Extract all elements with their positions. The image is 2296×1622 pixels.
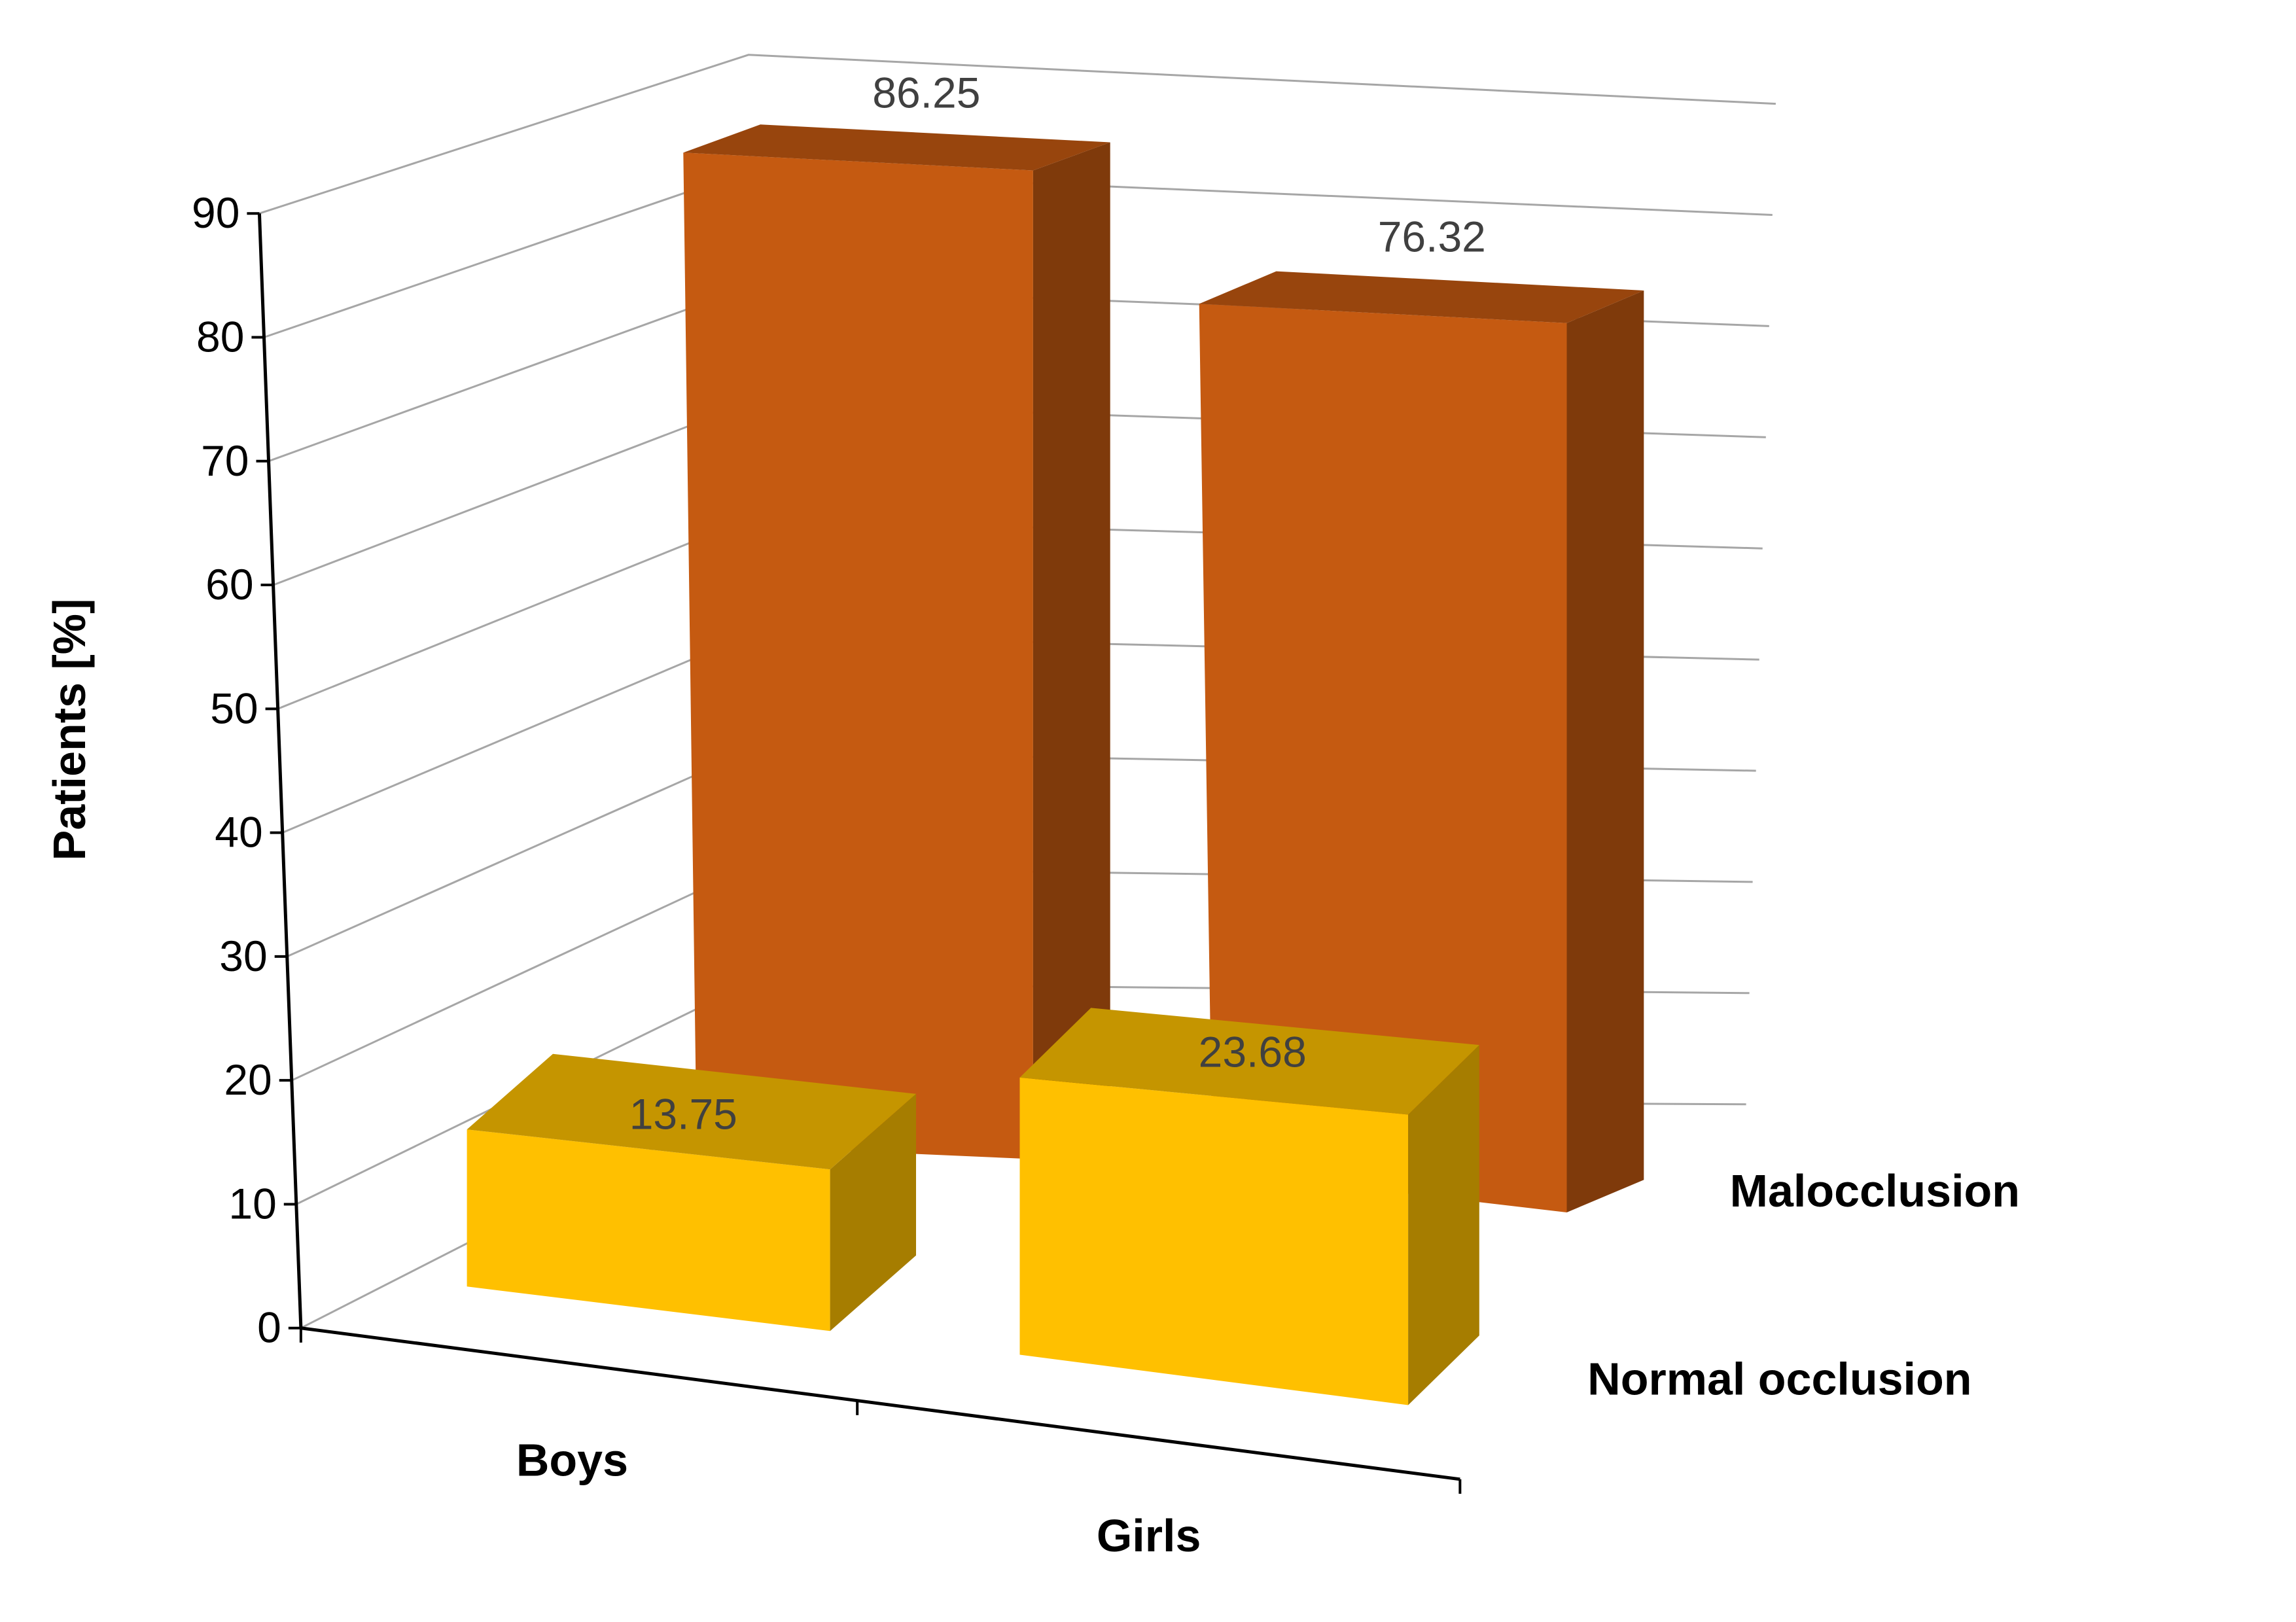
y-tick-label-10: 10 <box>228 1179 276 1227</box>
y-tick-label-30: 30 <box>219 932 267 980</box>
category-label-boys: Boys <box>516 1434 628 1485</box>
series-label-normal-occlusion: Normal occlusion <box>1587 1354 1971 1405</box>
x-axis-line <box>300 1326 1460 1481</box>
data-label-normal-occlusion-girls: 23.68 <box>1199 1027 1307 1076</box>
y-tick-label-40: 40 <box>215 808 262 856</box>
series-label-malocclusion: Malocclusion <box>1730 1165 2020 1216</box>
bar-front-malocclusion-boys <box>683 152 1033 1159</box>
category-label-girls: Girls <box>1097 1510 1201 1561</box>
y-tick-label-90: 90 <box>192 188 239 237</box>
y-tick-label-60: 60 <box>205 560 253 608</box>
data-label-malocclusion-girls: 76.32 <box>1378 212 1486 260</box>
data-label-malocclusion-boys: 86.25 <box>872 69 980 117</box>
y-axis-title: Patients [%] <box>44 599 95 861</box>
bars <box>467 124 1644 1405</box>
bar-side-malocclusion-boys <box>1033 142 1110 1159</box>
y-tick-label-20: 20 <box>224 1055 272 1104</box>
bar-front-normal-occlusion-boys <box>467 1129 830 1331</box>
axes <box>247 212 1462 1494</box>
bar-front-malocclusion-girls <box>1199 304 1567 1212</box>
bar-side-malocclusion-girls <box>1566 291 1644 1212</box>
y-tick-label-0: 0 <box>257 1303 281 1352</box>
bar-top-normal-occlusion-girls <box>1019 1008 1479 1115</box>
bar-side-normal-occlusion-girls <box>1408 1045 1479 1405</box>
y-tick-labels: 0 10 20 30 40 50 60 70 80 90 <box>192 188 281 1352</box>
y-tick-label-80: 80 <box>196 312 244 361</box>
bar-front-normal-occlusion-girls <box>1019 1077 1409 1405</box>
bar-top-normal-occlusion-boys <box>467 1053 916 1170</box>
bar-top-malocclusion-boys <box>683 124 1110 171</box>
data-label-normal-occlusion-boys: 13.75 <box>629 1090 737 1138</box>
y-tick-label-50: 50 <box>210 684 258 732</box>
series-labels: Malocclusion Normal occlusion <box>1587 1165 2020 1405</box>
category-labels: Boys Girls <box>516 1434 1201 1561</box>
y-tick-label-70: 70 <box>201 436 249 485</box>
bar-side-normal-occlusion-boys <box>830 1093 916 1331</box>
bar-top-malocclusion-girls <box>1199 271 1644 323</box>
data-labels: 86.25 76.32 13.75 23.68 <box>629 69 1486 1138</box>
y-axis-line <box>257 213 303 1328</box>
gridline-90 <box>258 54 1776 215</box>
